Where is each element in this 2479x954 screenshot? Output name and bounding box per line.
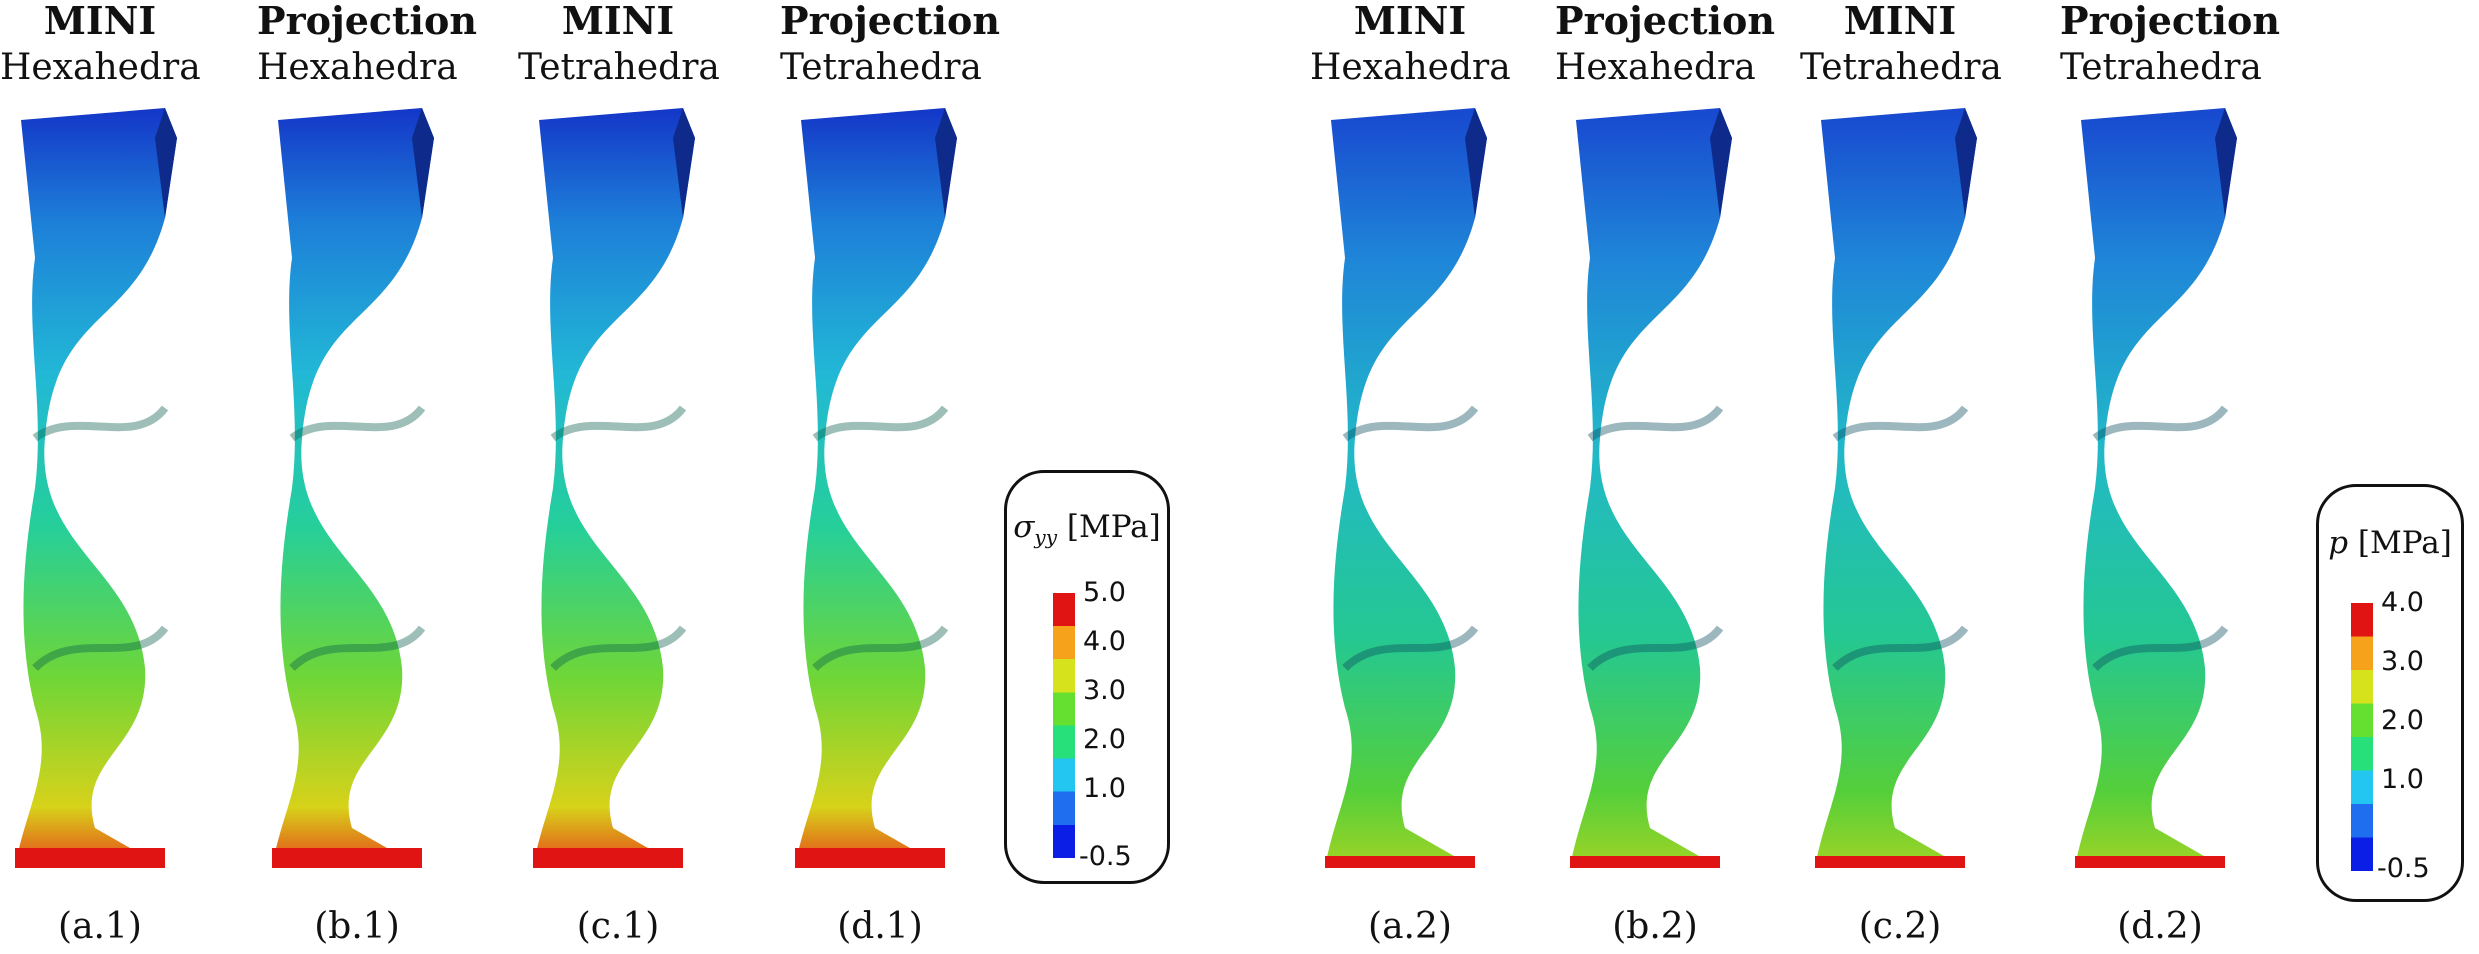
panel-c1: MINI Tetrahedra (c.1) bbox=[518, 0, 720, 954]
tick-neg-0-5: -0.5 bbox=[2377, 853, 2430, 884]
panel-header: Projection Tetrahedra bbox=[780, 0, 1000, 88]
panel-d2: Projection Tetrahedra (d.2) bbox=[2060, 0, 2280, 954]
tick-1-0: 1.0 bbox=[1083, 773, 1126, 804]
tick-2-0: 2.0 bbox=[1083, 724, 1126, 755]
method-label: Projection bbox=[257, 0, 477, 43]
method-label: MINI bbox=[43, 0, 157, 43]
pressure-legend: p [MPa] 4.0 3.0 2.0 1.0 -0.5 bbox=[2316, 484, 2464, 902]
method-label: MINI bbox=[1843, 0, 1957, 43]
legend-title: p [MPa] bbox=[2319, 525, 2461, 561]
mesh-label: Tetrahedra bbox=[780, 47, 982, 88]
panel-caption: (c.2) bbox=[1858, 906, 1942, 947]
panel-c2: MINI Tetrahedra (c.2) bbox=[1800, 0, 2002, 954]
legend-title: σyy [MPa] bbox=[1007, 509, 1167, 549]
tick-2-0: 2.0 bbox=[2381, 705, 2424, 736]
mesh-label: Hexahedra bbox=[1555, 47, 1756, 88]
panel-caption: (b.2) bbox=[1612, 906, 1698, 947]
panel-caption: (a.1) bbox=[58, 906, 142, 947]
tick-3-0: 3.0 bbox=[2381, 646, 2424, 677]
panel-header: MINI Tetrahedra bbox=[1800, 0, 2002, 88]
tick-neg-0-5: -0.5 bbox=[1079, 841, 1132, 872]
stress-column-render bbox=[15, 108, 185, 878]
method-label: Projection bbox=[780, 0, 1000, 43]
method-label: Projection bbox=[2060, 0, 2280, 43]
panel-caption: (a.2) bbox=[1368, 906, 1452, 947]
mesh-label: Hexahedra bbox=[257, 47, 458, 88]
tick-3-0: 3.0 bbox=[1083, 675, 1126, 706]
colorbar bbox=[1053, 593, 1075, 858]
method-label: MINI bbox=[561, 0, 675, 43]
legend-subscript: yy bbox=[1034, 525, 1058, 550]
tick-5-0: 5.0 bbox=[1083, 577, 1126, 608]
panel-caption: (d.2) bbox=[2117, 906, 2203, 947]
tick-1-0: 1.0 bbox=[2381, 764, 2424, 795]
panel-caption: (d.1) bbox=[837, 906, 923, 947]
panel-caption: (b.1) bbox=[314, 906, 400, 947]
colorbar bbox=[2351, 603, 2373, 871]
panel-b2: Projection Hexahedra (b.2) bbox=[1555, 0, 1775, 954]
legend-symbol: σ bbox=[1013, 509, 1035, 545]
panel-a2: MINI Hexahedra (a.2) bbox=[1310, 0, 1511, 954]
panel-caption: (c.1) bbox=[576, 906, 660, 947]
stress-column-render bbox=[533, 108, 703, 878]
stress-legend: σyy [MPa] 5.0 4.0 3.0 2.0 1.0 -0.5 bbox=[1004, 470, 1170, 884]
stress-column-render bbox=[795, 108, 965, 878]
pressure-column-render bbox=[1815, 108, 1985, 878]
method-label: MINI bbox=[1353, 0, 1467, 43]
method-label: Projection bbox=[1555, 0, 1775, 43]
mesh-label: Hexahedra bbox=[0, 47, 201, 88]
panel-header: Projection Tetrahedra bbox=[2060, 0, 2280, 88]
panel-d1: Projection Tetrahedra (d.1) bbox=[780, 0, 1000, 954]
pressure-column-render bbox=[2075, 108, 2245, 878]
mesh-label: Hexahedra bbox=[1310, 47, 1511, 88]
stress-column-render bbox=[272, 108, 442, 878]
panel-header: Projection Hexahedra bbox=[257, 0, 477, 88]
panel-a1: MINI Hexahedra (a.1) bbox=[0, 0, 201, 954]
mesh-label: Tetrahedra bbox=[2060, 47, 2262, 88]
panel-header: MINI Hexahedra bbox=[1310, 0, 1511, 88]
panel-header: MINI Hexahedra bbox=[0, 0, 201, 88]
pressure-column-render bbox=[1570, 108, 1740, 878]
mesh-label: Tetrahedra bbox=[518, 47, 720, 88]
panel-header: Projection Hexahedra bbox=[1555, 0, 1775, 88]
legend-symbol: p bbox=[2328, 525, 2349, 561]
mesh-label: Tetrahedra bbox=[1800, 47, 2002, 88]
pressure-column-render bbox=[1325, 108, 1495, 878]
legend-unit: [MPa] bbox=[2357, 525, 2452, 561]
tick-4-0: 4.0 bbox=[2381, 587, 2424, 618]
legend-unit: [MPa] bbox=[1066, 509, 1161, 545]
tick-4-0: 4.0 bbox=[1083, 626, 1126, 657]
panel-header: MINI Tetrahedra bbox=[518, 0, 720, 88]
panel-b1: Projection Hexahedra (b.1) bbox=[257, 0, 477, 954]
